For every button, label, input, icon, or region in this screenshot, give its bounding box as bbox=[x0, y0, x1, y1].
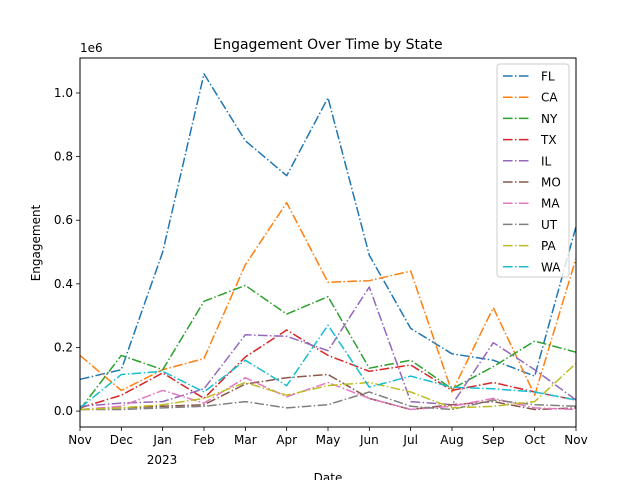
series-line-pa bbox=[79, 362, 577, 411]
x-tick-label: Jun bbox=[359, 433, 379, 447]
x-tick-label: Feb bbox=[193, 433, 214, 447]
x-tick-label: Mar bbox=[234, 433, 257, 447]
x-tick-label: Jan bbox=[152, 433, 172, 447]
y-tick-label: 0.8 bbox=[54, 150, 73, 164]
legend-label-fl: FL bbox=[541, 70, 555, 84]
x-tick-label: Oct bbox=[524, 433, 545, 447]
legend: FL CA NY TX IL MO MA UT PA WA bbox=[496, 63, 570, 278]
x-tick-label: Sep bbox=[482, 433, 505, 447]
series-line-ny bbox=[79, 284, 577, 410]
series-line-il bbox=[79, 286, 577, 408]
legend-label-tx: TX bbox=[540, 133, 557, 147]
legend-label-ny: NY bbox=[541, 112, 558, 126]
y-tick-label: 1.0 bbox=[54, 86, 73, 100]
y-tick-label: 0.0 bbox=[54, 404, 73, 418]
y-tick-label: 0.2 bbox=[54, 340, 73, 354]
chart-title: Engagement Over Time by State bbox=[213, 37, 442, 53]
series-line-mo bbox=[79, 373, 577, 411]
legend-label-wa: WA bbox=[541, 260, 561, 274]
x-axis-year-label: 2023 bbox=[147, 453, 178, 467]
x-axis-label: Date bbox=[314, 471, 343, 480]
series-line-tx bbox=[79, 329, 577, 409]
x-tick-label: Nov bbox=[68, 433, 91, 447]
series-line-ut bbox=[80, 391, 577, 411]
y-axis-offset-label: 1e6 bbox=[80, 41, 103, 55]
legend-label-mo: MO bbox=[541, 176, 561, 190]
y-axis-ticks: 0.0 0.2 0.4 0.6 0.8 1.0 bbox=[54, 86, 80, 418]
legend-label-ma: MA bbox=[541, 197, 560, 211]
y-tick-label: 0.4 bbox=[54, 277, 73, 291]
legend-label-pa: PA bbox=[541, 239, 556, 253]
x-tick-label: Aug bbox=[440, 433, 463, 447]
x-axis-ticks: Nov Dec Jan Feb Mar Apr May Jun Jul Aug Sep Oct Nov bbox=[68, 427, 588, 447]
series-layer bbox=[79, 73, 577, 411]
legend-label-il: IL bbox=[541, 154, 552, 168]
series-line-fl bbox=[79, 73, 577, 381]
x-tick-label: Dec bbox=[110, 433, 133, 447]
y-tick-label: 0.6 bbox=[54, 213, 73, 227]
x-tick-label: May bbox=[316, 433, 341, 447]
x-tick-label: Jul bbox=[402, 433, 417, 447]
y-axis-label: Engagement bbox=[29, 204, 43, 281]
legend-label-ut: UT bbox=[541, 218, 558, 232]
x-tick-label: Nov bbox=[564, 433, 587, 447]
series-line-ma bbox=[79, 376, 577, 411]
legend-label-ca: CA bbox=[541, 91, 558, 105]
series-line-wa bbox=[79, 324, 577, 409]
x-tick-label: Apr bbox=[276, 433, 297, 447]
